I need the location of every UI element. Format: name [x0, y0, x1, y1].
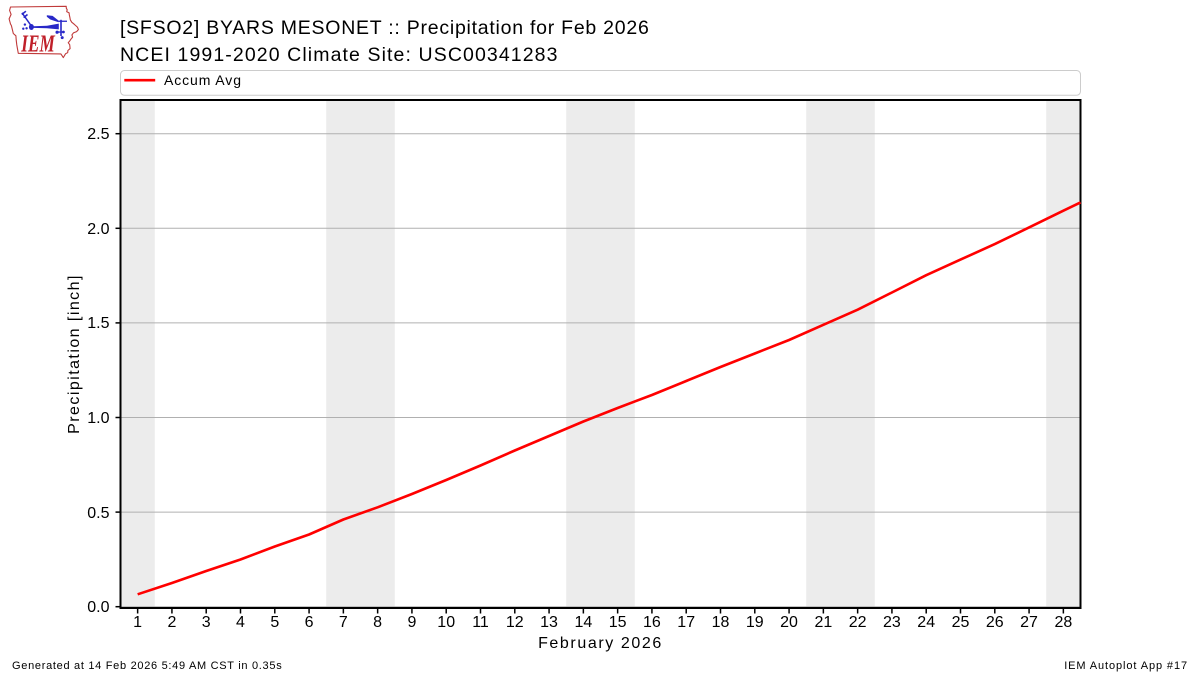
svg-text:IEM: IEM	[21, 31, 56, 58]
